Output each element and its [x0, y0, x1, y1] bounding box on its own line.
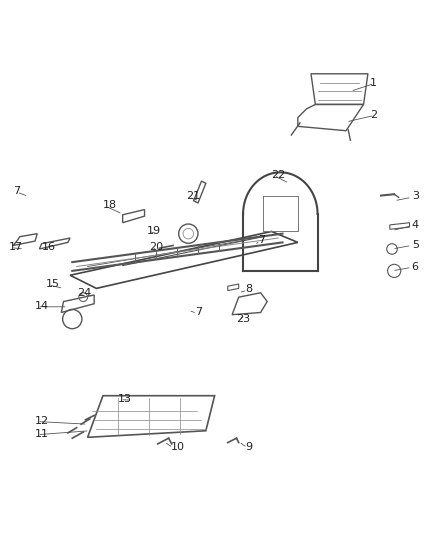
- Text: 12: 12: [35, 416, 49, 426]
- Text: 6: 6: [412, 262, 419, 271]
- Text: 11: 11: [35, 429, 49, 439]
- Text: 17: 17: [9, 242, 23, 252]
- Text: 4: 4: [412, 220, 419, 230]
- Text: 7: 7: [13, 186, 20, 196]
- Text: 14: 14: [35, 301, 49, 311]
- Text: 19: 19: [147, 225, 161, 236]
- Text: 9: 9: [245, 442, 252, 452]
- Text: 8: 8: [245, 284, 252, 294]
- Text: 7: 7: [258, 235, 265, 245]
- Text: 13: 13: [118, 394, 132, 404]
- Text: 3: 3: [412, 191, 419, 201]
- Text: 24: 24: [77, 288, 91, 298]
- Text: 22: 22: [272, 169, 286, 180]
- Text: 1: 1: [370, 77, 377, 87]
- Text: 18: 18: [103, 200, 117, 210]
- Text: 15: 15: [46, 279, 60, 289]
- Text: 10: 10: [171, 442, 185, 452]
- Text: 5: 5: [412, 240, 419, 249]
- Text: 20: 20: [149, 242, 163, 252]
- Text: 23: 23: [237, 314, 251, 324]
- Text: 16: 16: [42, 242, 56, 252]
- Text: 7: 7: [195, 308, 202, 318]
- Text: 2: 2: [370, 110, 377, 120]
- Text: 21: 21: [186, 191, 200, 201]
